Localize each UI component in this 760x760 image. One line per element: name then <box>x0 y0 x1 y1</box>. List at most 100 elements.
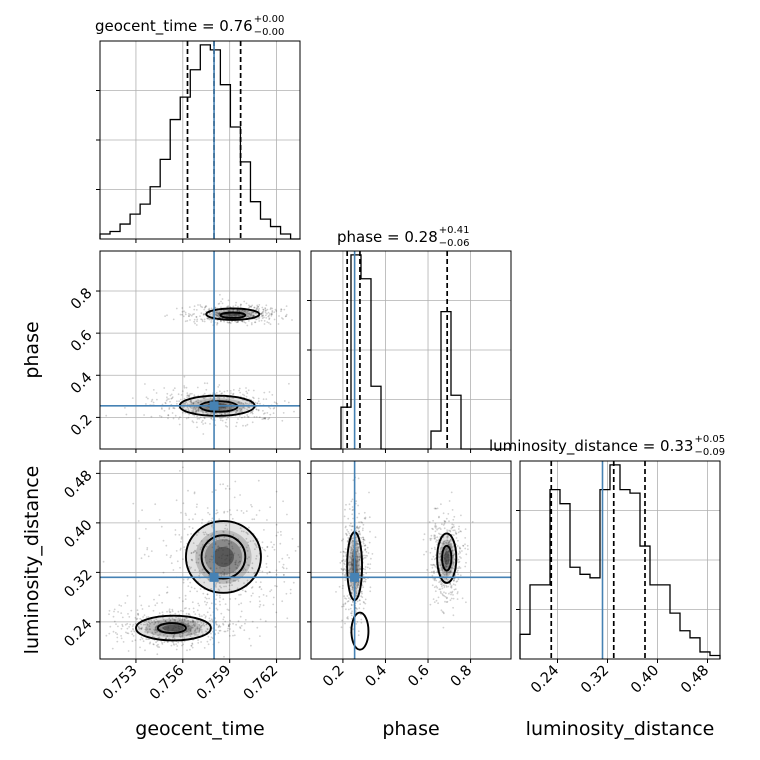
sample-point <box>205 555 208 557</box>
sample-point <box>121 616 124 619</box>
sample-point <box>193 551 195 553</box>
sample-point <box>455 580 458 583</box>
sample-point <box>447 551 450 553</box>
sample-point <box>358 530 361 533</box>
sample-point <box>228 321 231 324</box>
sample-point <box>260 312 262 315</box>
sample-point <box>366 555 369 557</box>
sample-point <box>240 610 243 613</box>
sample-point <box>442 626 445 629</box>
sample-point <box>198 407 200 410</box>
sample-point <box>192 624 195 627</box>
sample-point <box>431 564 434 567</box>
sample-point <box>203 397 206 400</box>
sample-point <box>219 390 221 393</box>
sample-point <box>257 409 260 411</box>
sample-point <box>261 314 263 317</box>
sample-point <box>239 409 242 412</box>
sample-point <box>195 409 198 412</box>
sample-point <box>241 320 244 323</box>
sample-point <box>262 409 264 412</box>
sample-point <box>198 628 201 631</box>
sample-point <box>218 582 221 584</box>
sample-point <box>445 574 448 576</box>
sample-point <box>459 547 462 550</box>
sample-point <box>223 396 226 399</box>
sample-point <box>244 401 247 404</box>
sample-point <box>350 604 353 607</box>
sample-point <box>440 583 442 585</box>
sample-point <box>184 320 187 323</box>
sample-point <box>258 596 261 598</box>
sample-point <box>232 634 234 637</box>
sample-point <box>233 496 236 499</box>
sample-point <box>170 562 173 565</box>
sample-point <box>356 608 358 610</box>
sample-point <box>154 621 157 624</box>
sample-point <box>192 542 195 544</box>
sample-point <box>262 413 265 415</box>
sample-point <box>221 302 224 305</box>
sample-point <box>251 620 254 623</box>
sample-point <box>223 310 226 312</box>
sample-point <box>188 313 190 315</box>
sample-point <box>232 534 235 536</box>
sample-point <box>262 398 265 401</box>
sample-point <box>446 542 448 545</box>
sample-point <box>205 533 208 535</box>
sample-point <box>359 556 362 559</box>
sample-point <box>450 597 453 600</box>
sample-point <box>194 569 197 571</box>
sample-point <box>232 579 235 582</box>
sample-point <box>193 320 196 323</box>
sample-point <box>133 630 136 633</box>
sample-point <box>276 585 278 588</box>
sample-point <box>359 603 361 605</box>
sample-point <box>196 415 199 418</box>
sample-point <box>443 584 446 587</box>
sample-point <box>116 636 119 639</box>
sample-point <box>357 583 360 586</box>
sample-point <box>198 623 201 626</box>
sample-point <box>256 306 258 309</box>
sample-point <box>215 313 218 316</box>
sample-point <box>357 581 360 584</box>
sample-point <box>113 608 116 611</box>
sample-point <box>145 627 148 629</box>
sample-point <box>223 412 226 415</box>
sample-point <box>253 306 256 309</box>
sample-point <box>364 516 367 519</box>
sample-point <box>241 314 244 317</box>
sample-point <box>196 627 199 630</box>
sample-point <box>201 410 204 412</box>
sample-point <box>248 312 251 315</box>
sample-point <box>210 567 212 569</box>
sample-point <box>211 546 214 549</box>
sample-point <box>434 548 436 551</box>
sample-point <box>434 525 436 528</box>
sample-point <box>210 602 213 605</box>
sample-point <box>161 403 164 406</box>
sample-point <box>166 610 168 613</box>
sample-point <box>351 554 354 557</box>
sample-point <box>433 534 436 537</box>
sample-point <box>202 313 205 315</box>
sample-point <box>357 477 360 480</box>
sample-point <box>270 314 273 317</box>
sample-point <box>188 395 190 398</box>
sample-point <box>431 574 434 577</box>
sample-point <box>355 529 358 532</box>
sample-point <box>67 611 69 613</box>
sample-point <box>186 403 189 406</box>
sample-point <box>350 522 352 525</box>
sample-point <box>194 549 196 552</box>
sample-point <box>255 416 258 418</box>
sample-point <box>364 598 367 601</box>
sample-point <box>449 539 452 541</box>
sample-point <box>203 581 206 584</box>
sample-point <box>229 598 232 600</box>
sample-point <box>263 548 265 551</box>
sample-point <box>350 563 353 565</box>
sample-point <box>269 323 272 326</box>
sample-point <box>439 548 442 550</box>
